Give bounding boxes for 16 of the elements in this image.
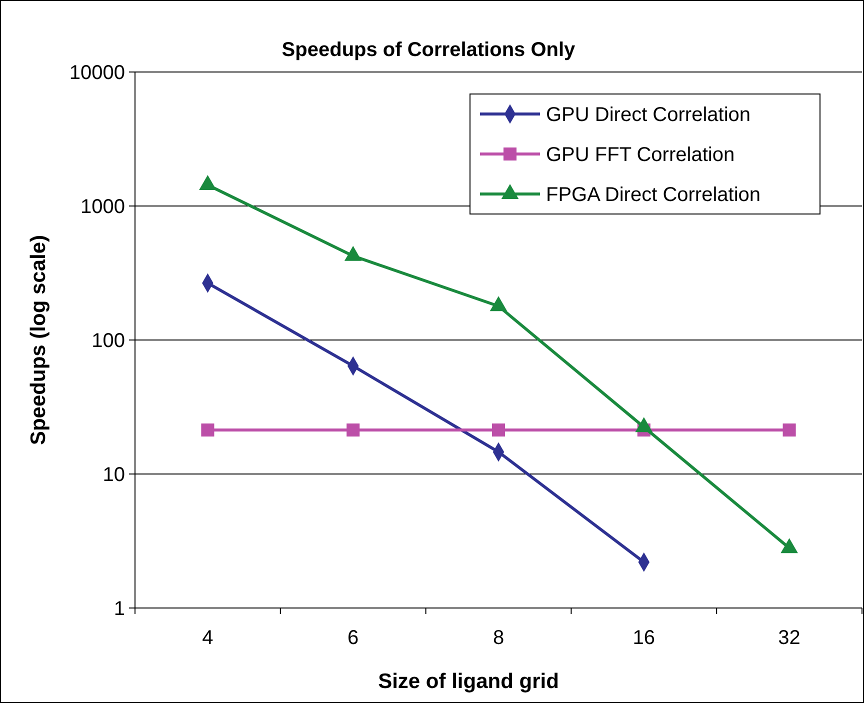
legend-label: GPU Direct Correlation bbox=[546, 104, 751, 126]
y-tick-label: 10 bbox=[102, 464, 125, 486]
x-tick-label: 6 bbox=[348, 627, 359, 649]
x-tick-label: 4 bbox=[202, 627, 214, 649]
y-tick-label: 100 bbox=[92, 330, 125, 352]
x-axis-title: Size of ligand grid bbox=[378, 670, 559, 693]
legend-label: GPU FFT Correlation bbox=[546, 144, 735, 166]
x-tick-label: 32 bbox=[778, 627, 800, 649]
x-tick-label: 8 bbox=[492, 627, 504, 649]
y-tick-label: 10000 bbox=[69, 62, 125, 84]
legend-label: FPGA Direct Correlation bbox=[546, 184, 761, 206]
y-tick-label: 1000 bbox=[80, 196, 125, 218]
x-tick-label: 16 bbox=[632, 627, 656, 649]
y-axis-title: Speedups (log scale) bbox=[27, 234, 50, 446]
y-tick-label: 1 bbox=[114, 598, 125, 620]
chart-title: Speedups of Correlations Only bbox=[282, 39, 576, 61]
